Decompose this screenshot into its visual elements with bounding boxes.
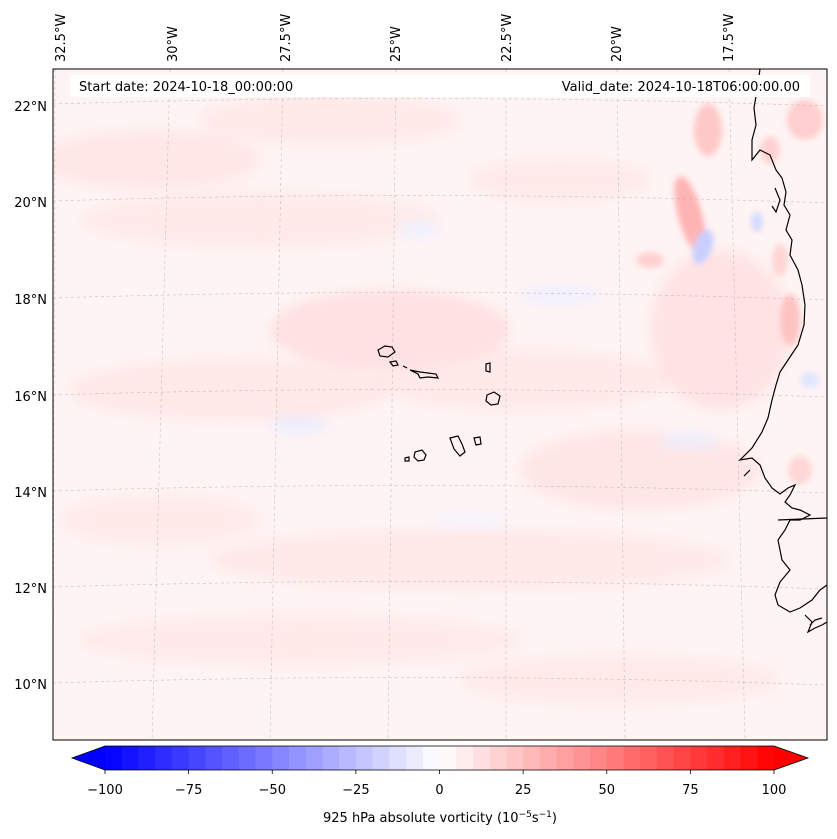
colorbar-cell: [238, 746, 257, 770]
lat-label: 20°N: [14, 196, 47, 211]
colorbar-label-exp2: −1: [539, 810, 552, 820]
colorbar-cell: [222, 746, 240, 770]
colorbar-cell: [640, 746, 658, 770]
colorbar-cell: [288, 746, 307, 770]
colorbar-cell: [389, 746, 407, 770]
colorbar-cell: [723, 746, 742, 770]
lon-label: 17.5°W: [722, 14, 737, 62]
colorbar-tick-label: 25: [515, 783, 532, 798]
colorbar-cell: [422, 746, 441, 770]
colorbar-cell: [757, 746, 775, 770]
island-sao-nicolau: [409, 369, 440, 379]
island-sal: [485, 362, 491, 373]
african-coastline: [738, 69, 827, 613]
colorbar-cells: [105, 746, 775, 770]
lat-label: 12°N: [14, 582, 47, 597]
lon-label: 20°W: [610, 26, 625, 62]
island-maio: [473, 436, 482, 446]
colorbar-cell: [673, 746, 691, 770]
colorbar-cell: [205, 746, 223, 770]
colorbar-label: 925 hPa absolute vorticity (10−5s−1): [323, 810, 557, 826]
colorbar-cell: [355, 746, 374, 770]
colorbar-cell: [255, 746, 273, 770]
colorbar-cell: [656, 746, 675, 770]
colorbar-label-mid: s: [532, 811, 539, 826]
colorbar-cell: [740, 746, 758, 770]
colorbar-cell: [456, 746, 474, 770]
colorbar-tick-label: 50: [598, 783, 615, 798]
colorbar-cell: [439, 746, 457, 770]
vorticity-field: [53, 69, 827, 740]
colorbar-cell: [105, 746, 123, 770]
colorbar-tick-label: 75: [682, 783, 699, 798]
header-box: [70, 75, 810, 97]
colorbar: −100 −75 −50 −25 0 25 50 75 100 925 hPa absolute…: [70, 745, 810, 826]
colorbar-cell: [406, 746, 424, 770]
start-date-text: Start date: 2024-10-18_00:00:00: [79, 80, 293, 95]
colorbar-label-exp1: −5: [519, 810, 532, 820]
island-santa-luzia: [402, 365, 408, 369]
colorbar-label-end: ): [552, 811, 557, 826]
lat-label: 14°N: [14, 486, 47, 501]
lat-label: 22°N: [14, 100, 47, 115]
colorbar-tick-label: 0: [435, 783, 443, 798]
colorbar-cell: [188, 746, 206, 770]
island-fogo: [413, 449, 427, 462]
valid-date-text: Valid_date: 2024-10-18T06:00:00.00: [562, 80, 800, 95]
island-brava: [404, 456, 410, 462]
colorbar-cell: [272, 746, 290, 770]
colorbar-cell: [472, 746, 491, 770]
latitude-labels: 22°N 20°N 18°N 16°N 14°N 12°N 10°N: [14, 100, 47, 693]
colorbar-cell: [590, 746, 608, 770]
lon-label: 27.5°W: [279, 14, 294, 62]
colorbar-tick-label: −75: [175, 783, 202, 798]
colorbar-cell: [171, 746, 190, 770]
colorbar-cell: [489, 746, 508, 770]
colorbar-cell: [539, 746, 558, 770]
colorbar-tick-label: −25: [342, 783, 369, 798]
colorbar-tick-label: −50: [259, 783, 286, 798]
island-santiago: [449, 435, 466, 457]
map-frame: [52, 68, 828, 741]
colorbar-tick-label: 100: [762, 783, 787, 798]
cape-verde-islands: [377, 345, 501, 462]
coastlines: [738, 69, 827, 634]
longitude-labels: 32.5°W 30°W 27.5°W 25°W 22.5°W 20°W 17.5…: [54, 14, 737, 62]
colorbar-cell: [623, 746, 641, 770]
colorbar-cell: [322, 746, 340, 770]
island-santo-antao: [377, 345, 396, 358]
lon-label: 32.5°W: [54, 14, 69, 62]
colorbar-max-arrow: [774, 746, 808, 770]
graticule: [53, 69, 827, 740]
colorbar-cell: [372, 746, 390, 770]
colorbar-cell: [690, 746, 708, 770]
colorbar-cell: [155, 746, 173, 770]
colorbar-label-main: 925 hPa absolute vorticity (10: [323, 811, 519, 826]
colorbar-cell: [556, 746, 574, 770]
lon-label: 25°W: [389, 26, 404, 62]
island-sao-vicente: [388, 360, 399, 367]
colorbar-min-arrow: [72, 746, 105, 770]
colorbar-cell: [606, 746, 625, 770]
colorbar-cell: [138, 746, 156, 770]
colorbar-cell: [523, 746, 541, 770]
colorbar-cell: [305, 746, 324, 770]
lat-label: 10°N: [14, 678, 47, 693]
colorbar-cell: [339, 746, 357, 770]
colorbar-cell: [707, 746, 725, 770]
colorbar-cell: [121, 746, 140, 770]
colorbar-tick-label: −100: [87, 783, 123, 798]
lon-label: 30°W: [166, 26, 181, 62]
lat-label: 18°N: [14, 293, 47, 308]
island-boa-vista: [485, 391, 501, 406]
colorbar-ticks: −100 −75 −50 −25 0 25 50 75 100: [87, 770, 786, 798]
colorbar-cell: [506, 746, 524, 770]
lon-label: 22.5°W: [500, 14, 515, 62]
colorbar-cell: [573, 746, 591, 770]
lat-label: 16°N: [14, 390, 47, 405]
